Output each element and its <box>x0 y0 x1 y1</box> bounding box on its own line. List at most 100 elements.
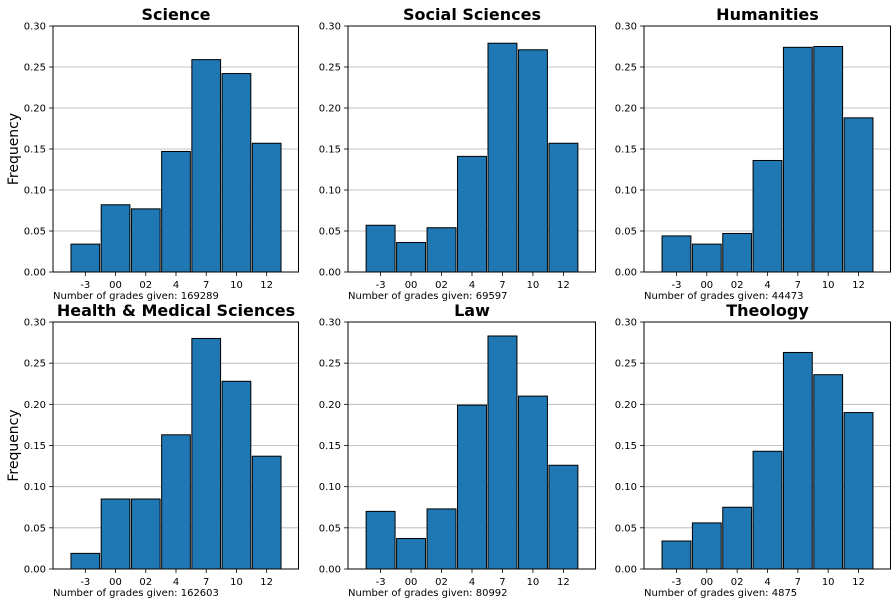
bar-4 <box>161 434 191 570</box>
bar-02 <box>426 508 457 570</box>
bar-02 <box>130 498 161 570</box>
y-tick-label: 0.05 <box>319 227 341 238</box>
bar--3 <box>661 235 692 273</box>
x-tick-label: -3 <box>376 280 386 291</box>
x-tick-label: 10 <box>230 577 243 588</box>
y-tick-label: 0.15 <box>319 145 341 156</box>
y-tick-label: 0.10 <box>24 482 46 493</box>
x-tick-label: 4 <box>764 280 770 291</box>
y-tick-label: 0.00 <box>24 268 46 279</box>
panel-3: Health & Medical Sciences 0.00 0.05 0.10 0.1… <box>6 301 299 599</box>
axes-frame <box>347 25 596 273</box>
bar--3 <box>365 510 396 570</box>
y-tick-label: 0.15 <box>615 441 637 452</box>
x-tick-label: 7 <box>203 577 209 588</box>
y-tick-label: 0.05 <box>615 523 637 534</box>
y-tick-label: 0.15 <box>24 441 46 452</box>
bar-10 <box>221 380 252 570</box>
y-tick-label: 0.30 <box>24 318 46 329</box>
bar-4 <box>752 159 783 273</box>
x-tick-label: 4 <box>764 577 770 588</box>
y-tick-label: 0.25 <box>319 359 341 370</box>
x-tick-label: 4 <box>173 280 179 291</box>
y-tick-label: 0.10 <box>319 482 341 493</box>
x-tick-label: 12 <box>557 577 570 588</box>
panel-title: Law <box>454 301 490 320</box>
x-tick-label: 7 <box>795 280 801 291</box>
y-tick-label: 0.30 <box>319 318 341 329</box>
bar-7 <box>191 337 222 570</box>
grade-count-label: Number of grades given: 162603 <box>53 588 219 599</box>
x-tick-label: 02 <box>731 577 744 588</box>
y-tick-label: 0.25 <box>615 359 637 370</box>
y-tick-label: 0.15 <box>24 145 46 156</box>
x-tick-label: 7 <box>795 577 801 588</box>
y-tick-label: 0.25 <box>615 63 637 74</box>
y-axis-label: Frequency <box>6 409 22 481</box>
x-tick-label: 00 <box>405 577 418 588</box>
bar-10 <box>813 374 844 570</box>
y-tick-label: 0.20 <box>24 400 46 411</box>
y-tick-label: 0.05 <box>319 523 341 534</box>
y-tick-label: 0.10 <box>615 482 637 493</box>
panel-5: Theology 0.00 0.05 0.10 0.15 0.20 0.25 0.30 -3 00… <box>615 301 891 599</box>
y-tick-label: 0.25 <box>319 63 341 74</box>
y-tick-label: 0.00 <box>319 565 341 576</box>
bar--3 <box>70 243 101 273</box>
bar-02 <box>130 208 161 273</box>
bar-12 <box>548 464 579 570</box>
grade-count-label: Number of grades given: 44473 <box>644 291 804 302</box>
x-tick-label: 02 <box>139 577 152 588</box>
bar-00 <box>100 498 131 570</box>
bar-10 <box>517 395 548 570</box>
panel-title: Health & Medical Sciences <box>57 301 295 320</box>
y-tick-label: 0.00 <box>615 268 637 279</box>
bar-00 <box>396 241 427 273</box>
x-tick-label: 12 <box>557 280 570 291</box>
x-tick-label: 00 <box>405 280 418 291</box>
y-tick-label: 0.10 <box>319 186 341 197</box>
bar-7 <box>782 351 813 570</box>
x-tick-label: 10 <box>822 280 835 291</box>
bar-7 <box>487 335 518 570</box>
panel-4: Law 0.00 0.05 0.10 0.15 0.20 0.25 0.30 -3 00 02 4 7 1… <box>319 301 596 599</box>
bar-7 <box>191 59 222 273</box>
x-tick-label: 02 <box>435 577 448 588</box>
y-tick-label: 0.25 <box>24 63 46 74</box>
x-tick-label: 10 <box>822 577 835 588</box>
x-tick-label: 12 <box>852 577 865 588</box>
y-tick-label: 0.20 <box>319 400 341 411</box>
x-tick-label: 10 <box>527 577 540 588</box>
panel-2: Humanities 0.00 0.05 0.10 0.15 0.20 0.25 0.30 -3… <box>615 5 891 302</box>
x-tick-label: 4 <box>469 577 475 588</box>
x-tick-label: -3 <box>80 577 90 588</box>
y-tick-label: 0.10 <box>615 186 637 197</box>
axes-frame <box>52 25 299 273</box>
y-tick-label: 0.05 <box>24 523 46 534</box>
x-tick-label: 00 <box>109 577 122 588</box>
bar-12 <box>843 412 874 570</box>
panel-title: Social Sciences <box>403 5 541 24</box>
y-tick-label: 0.20 <box>615 400 637 411</box>
bar--3 <box>661 540 692 570</box>
x-tick-label: 12 <box>260 577 273 588</box>
y-tick-label: 0.15 <box>319 441 341 452</box>
x-tick-label: 12 <box>260 280 273 291</box>
panel-1: Social Sciences 0.00 0.05 0.10 0.15 0.20 0.25 0… <box>319 5 596 302</box>
y-tick-label: 0.25 <box>24 359 46 370</box>
bar-12 <box>843 117 874 273</box>
bar-4 <box>161 150 191 273</box>
bar-7 <box>782 46 813 273</box>
x-tick-label: 10 <box>230 280 243 291</box>
grade-count-label: Number of grades given: 4875 <box>644 588 797 599</box>
x-tick-label: 12 <box>852 280 865 291</box>
bar--3 <box>365 224 396 273</box>
x-tick-label: 7 <box>203 280 209 291</box>
y-tick-label: 0.30 <box>24 22 46 33</box>
y-tick-label: 0.30 <box>615 22 637 33</box>
x-tick-label: 00 <box>700 280 713 291</box>
bar-02 <box>722 232 753 273</box>
panel-0: Science 0.00 0.05 0.10 0.15 0.20 0.25 0.30 -3 00 0… <box>6 5 299 302</box>
bar-4 <box>457 404 487 570</box>
x-tick-label: -3 <box>376 577 386 588</box>
